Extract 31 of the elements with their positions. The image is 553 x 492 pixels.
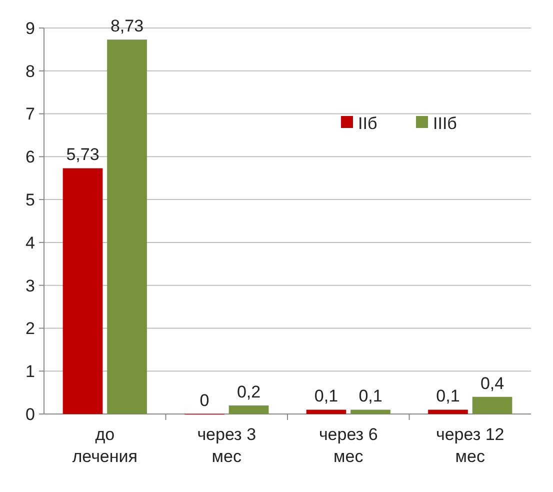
y-tick-label: 8 [26, 62, 35, 81]
bar [306, 410, 346, 414]
data-label: 0,1 [358, 386, 382, 406]
y-tick-label: 1 [26, 362, 35, 382]
data-label: 8,73 [110, 16, 144, 36]
data-label: 0,4 [480, 374, 504, 393]
y-tick-label: 5 [26, 190, 35, 210]
bar [107, 40, 147, 414]
y-tick-label: 7 [26, 104, 35, 124]
x-tick-label: через 3 мес [197, 425, 256, 466]
bar [228, 405, 269, 414]
y-tick-label: 0 [26, 404, 35, 424]
bar [472, 396, 512, 414]
x-tick-label: до лечения [72, 425, 138, 466]
legend-label: IIIб [433, 114, 458, 133]
x-tick-label: через 12 мес [436, 425, 504, 466]
bar [62, 168, 103, 414]
y-tick-label: 9 [26, 18, 35, 38]
data-label: 0,1 [436, 386, 460, 406]
x-tick-label: через 6 мес [318, 425, 378, 466]
y-tick-label: 3 [26, 276, 35, 296]
y-tick-label: 6 [26, 148, 35, 167]
data-label: 5,73 [66, 145, 100, 164]
bar [350, 410, 390, 414]
legend-label: IIб [358, 114, 378, 133]
bar [428, 410, 468, 414]
data-label: 0 [200, 391, 210, 410]
data-label: 0,2 [236, 382, 261, 402]
y-tick-label: 4 [26, 233, 35, 252]
data-label: 0,1 [314, 386, 338, 406]
y-tick-label: 2 [26, 319, 35, 338]
